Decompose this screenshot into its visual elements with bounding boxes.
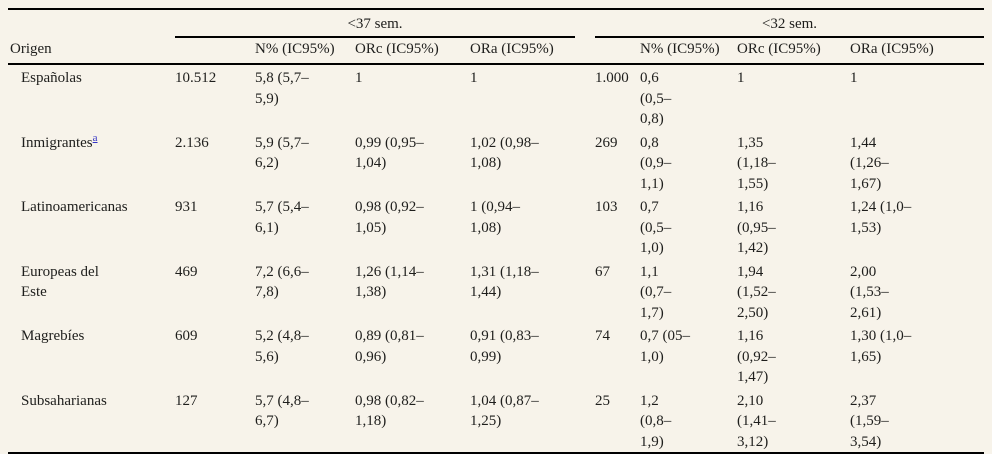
results-table: <37 sem. <32 sem. Origen N% (IC95%) ORc …: [8, 8, 984, 454]
cell-pct37: 5,7 (4,8– 6,7): [255, 392, 309, 430]
column-header-ora32: ORa (IC95%): [850, 38, 984, 65]
column-header-pct37: N% (IC95%): [255, 38, 355, 65]
cell-n37: 10.512: [175, 70, 217, 86]
cell-origin: Europeas del Este: [21, 263, 99, 301]
table-row-europeas-del-este: Europeas del Este 469 7,2 (6,6– 7,8) 1,2…: [8, 259, 984, 324]
cell-pct32: 1,2 (0,8– 1,9): [640, 392, 672, 450]
cell-n32: 67: [595, 263, 610, 280]
results-table-container: <37 sem. <32 sem. Origen N% (IC95%) ORc …: [8, 8, 984, 454]
cell-orc37: 0,98 (0,82– 1,18): [355, 392, 424, 430]
cell-ora37: 0,91 (0,83– 0,99): [470, 328, 539, 365]
column-header-ora37: ORa (IC95%): [470, 38, 595, 65]
column-header-orc32: ORc (IC95%): [737, 38, 850, 65]
table-row-magrebies: Magrebíes 609 5,2 (4,8– 5,6) 0,89 (0,81–…: [8, 323, 984, 388]
cell-ora37: 1 (0,94– 1,08): [470, 199, 520, 236]
cell-orc37: 0,98 (0,92– 1,05): [355, 199, 424, 236]
cell-n32: 74: [595, 328, 610, 344]
cell-ora37: 1,31 (1,18– 1,44): [470, 263, 539, 301]
group-header-lt37-label: <37 sem.: [347, 16, 403, 32]
column-header-pct32: N% (IC95%): [640, 38, 737, 65]
cell-ora37: 1: [470, 70, 478, 86]
cell-n32: 269: [595, 134, 618, 151]
cell-orc37: 1: [355, 70, 363, 86]
column-header-orc37: ORc (IC95%): [355, 38, 470, 65]
group-header-lt37: <37 sem.: [175, 9, 595, 38]
cell-orc37: 0,99 (0,95– 1,04): [355, 134, 424, 172]
cell-orc32: 1,16 (0,95– 1,42): [737, 199, 776, 256]
cell-origin: Inmigrantesa: [8, 130, 175, 195]
cell-orc32: 1,16 (0,92– 1,47): [737, 328, 776, 385]
cell-pct37: 5,7 (5,4– 6,1): [255, 199, 309, 236]
cell-pct37: 5,9 (5,7– 6,2): [255, 134, 309, 172]
table-row-inmigrantes: Inmigrantesa 2.136 5,9 (5,7– 6,2) 0,99 (…: [8, 130, 984, 195]
cell-ora37: 1,02 (0,98– 1,08): [470, 134, 539, 172]
cell-orc37: 0,89 (0,81– 0,96): [355, 328, 424, 365]
column-header-row: Origen N% (IC95%) ORc (IC95%) ORa (IC95%…: [8, 38, 984, 65]
group-header-lt32: <32 sem.: [595, 9, 984, 38]
cell-ora37: 1,04 (0,87– 1,25): [470, 392, 539, 430]
group-header-spacer: [8, 9, 175, 38]
cell-ora32: 2,37 (1,59– 3,54): [850, 392, 889, 450]
table-row-subsaharianas: Subsaharianas 127 5,7 (4,8– 6,7) 0,98 (0…: [8, 388, 984, 454]
cell-orc32: 2,10 (1,41– 3,12): [737, 392, 776, 450]
origin-label: Inmigrantes: [21, 134, 93, 151]
cell-pct32: 0,8 (0,9– 1,1): [640, 134, 672, 192]
cell-ora32: 1,44 (1,26– 1,67): [850, 134, 889, 192]
cell-pct32: 0,6 (0,5– 0,8): [640, 70, 672, 127]
cell-orc32: 1: [737, 70, 745, 86]
cell-orc32: 1,94 (1,52– 2,50): [737, 263, 776, 321]
cell-origin: Latinoamericanas: [21, 199, 128, 215]
cell-n37: 469: [175, 263, 198, 280]
cell-n37: 127: [175, 392, 198, 409]
cell-pct32: 1,1 (0,7– 1,7): [640, 263, 672, 321]
cell-n37: 2.136: [175, 134, 209, 151]
column-header-n32: [595, 38, 640, 65]
group-header-lt32-label: <32 sem.: [761, 16, 818, 32]
table-row-espanolas: Españolas 10.512 5,8 (5,7– 5,9) 1 1 1.00…: [8, 64, 984, 130]
group-header-row: <37 sem. <32 sem.: [8, 9, 984, 38]
cell-n37: 931: [175, 199, 198, 215]
cell-pct32: 0,7 (05– 1,0): [640, 328, 690, 365]
column-header-n37: [175, 38, 255, 65]
cell-orc32: 1,35 (1,18– 1,55): [737, 134, 776, 192]
cell-ora32: 1,24 (1,0– 1,53): [850, 199, 912, 236]
cell-n32: 25: [595, 392, 610, 409]
cell-ora32: 1: [850, 70, 858, 86]
cell-orc37: 1,26 (1,14– 1,38): [355, 263, 424, 301]
cell-pct37: 5,2 (4,8– 5,6): [255, 328, 309, 365]
table-row-latinoamericanas: Latinoamericanas 931 5,7 (5,4– 6,1) 0,98…: [8, 194, 984, 259]
column-header-origen: Origen: [8, 38, 175, 65]
cell-pct37: 5,8 (5,7– 5,9): [255, 70, 309, 107]
cell-origin: Magrebíes: [21, 328, 85, 344]
cell-ora32: 2,00 (1,53– 2,61): [850, 263, 889, 321]
cell-origin: Españolas: [21, 70, 82, 86]
cell-n32: 1.000: [595, 70, 629, 86]
cell-origin: Subsaharianas: [21, 392, 107, 409]
footnote-a-link[interactable]: a: [92, 131, 98, 144]
cell-pct37: 7,2 (6,6– 7,8): [255, 263, 309, 301]
cell-pct32: 0,7 (0,5– 1,0): [640, 199, 672, 256]
cell-n32: 103: [595, 199, 618, 215]
cell-n37: 609: [175, 328, 198, 344]
cell-ora32: 1,30 (1,0– 1,65): [850, 328, 912, 365]
